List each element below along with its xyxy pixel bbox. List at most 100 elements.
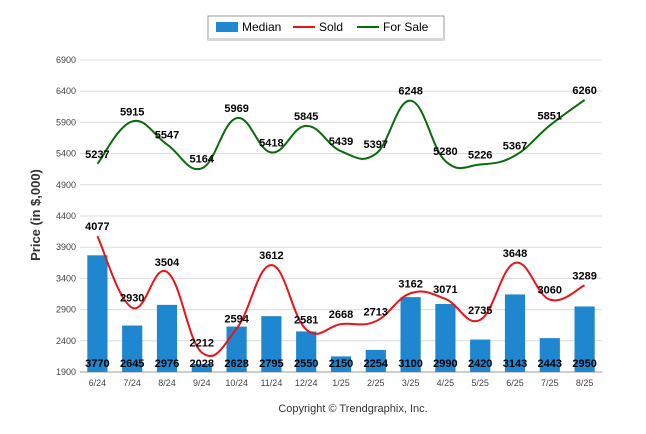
median-bar: [470, 339, 491, 372]
for-sale-value-label: 5547: [155, 129, 179, 141]
for-sale-value-label: 5851: [538, 110, 562, 122]
y-tick-label: 2900: [56, 305, 76, 315]
median-bar: [261, 316, 282, 372]
x-tick-label: 2/25: [367, 378, 385, 388]
y-axis-ticks: 1900 2400 2900 3400 3900 4400 4900 5400 5900 6400…: [56, 55, 76, 377]
sold-value-label: 3071: [433, 284, 457, 296]
y-tick-label: 6900: [56, 55, 76, 65]
x-tick-label: 7/25: [541, 378, 559, 388]
median-bar: [296, 331, 317, 372]
median-value-label: 2420: [468, 358, 492, 370]
median-value-label: 2976: [155, 358, 179, 370]
for-sale-value-label: 5226: [468, 149, 492, 161]
series-lines: [96, 99, 586, 358]
y-axis-label: Price (in $,000): [28, 169, 43, 261]
median-value-label: 3770: [85, 358, 109, 370]
sold-value-label: 3504: [155, 257, 180, 269]
for-sale-value-label: 5439: [329, 136, 353, 148]
legend-for-sale-label: For Sale: [383, 20, 429, 34]
y-tick-label: 6400: [56, 86, 76, 96]
median-value-label: 2443: [538, 358, 562, 370]
y-tick-label: 1900: [56, 367, 76, 377]
sold-value-label: 2581: [294, 315, 318, 327]
median-value-label: 3143: [503, 358, 527, 370]
y-tick-label: 5400: [56, 149, 76, 159]
legend-sold-label: Sold: [319, 20, 343, 34]
median-bar: [156, 304, 178, 372]
median-bar: [365, 349, 386, 372]
x-tick-label: 1/25: [332, 378, 350, 388]
median-bar: [400, 297, 421, 372]
copyright-credit: Copyright © Trendgraphix, Inc.: [278, 403, 427, 415]
sold-value-label: 2713: [364, 306, 388, 318]
median-bar: [539, 338, 560, 372]
median-bar: [504, 294, 526, 372]
x-tick-label: 12/24: [295, 378, 318, 388]
x-tick-label: 5/25: [471, 378, 489, 388]
for-sale-value-label: 5397: [364, 139, 388, 151]
sold-value-label: 2668: [329, 309, 353, 321]
median-value-label: 2795: [259, 358, 283, 370]
for-sale-value-label: 5164: [190, 153, 215, 165]
sold-value-label: 3162: [398, 278, 422, 290]
median-bars: [87, 255, 595, 372]
median-value-label: 2645: [120, 358, 144, 370]
legend: Median Sold For Sale: [207, 15, 445, 41]
y-tick-label: 3400: [56, 273, 76, 283]
for-sale-value-label: 5237: [85, 149, 109, 161]
for-sale-value-label: 5418: [259, 137, 283, 149]
data-labels: 4077 2930 3504 2212 2594 3612 2581 2668 2713 3162…: [85, 85, 597, 370]
median-value-label: 2150: [329, 358, 353, 370]
median-value-label: 2628: [224, 358, 248, 370]
y-tick-label: 5900: [56, 117, 76, 127]
sold-value-label: 3648: [503, 248, 527, 260]
sold-value-label: 2930: [120, 293, 144, 305]
for-sale-value-label: 6248: [398, 86, 422, 98]
median-value-label: 2950: [572, 358, 596, 370]
x-tick-label: 6/24: [89, 378, 107, 388]
median-bar: [330, 356, 352, 372]
x-tick-label: 9/24: [193, 378, 211, 388]
median-bar: [87, 255, 108, 372]
sold-value-label: 3060: [538, 285, 562, 297]
median-bar: [574, 306, 595, 372]
for-sale-value-label: 5280: [433, 146, 457, 158]
x-tick-label: 4/25: [437, 378, 455, 388]
legend-shadow: [208, 38, 444, 41]
y-tick-label: 4400: [56, 211, 76, 221]
sold-line: [96, 235, 586, 358]
sold-value-label: 2735: [468, 305, 492, 317]
x-tick-label: 10/24: [225, 378, 248, 388]
y-tick-label: 4900: [56, 180, 76, 190]
for-sale-value-label: 6260: [572, 85, 596, 97]
x-tick-label: 7/24: [123, 378, 141, 388]
median-value-label: 2254: [364, 358, 389, 370]
sold-value-label: 4077: [85, 221, 109, 233]
x-tick-label: 3/25: [402, 378, 420, 388]
legend-median-label: Median: [242, 20, 281, 34]
median-value-label: 2990: [433, 358, 457, 370]
median-bar: [226, 326, 247, 372]
for-sale-value-label: 5367: [503, 141, 527, 153]
y-tick-label: 3900: [56, 242, 76, 252]
median-bar: [122, 325, 143, 372]
for-sale-value-label: 5845: [294, 111, 318, 123]
median-value-label: 3100: [398, 358, 422, 370]
median-bar: [191, 364, 212, 372]
sold-value-label: 3612: [259, 250, 283, 262]
x-tick-label: 8/25: [576, 378, 594, 388]
median-bar: [435, 303, 456, 372]
for-sale-value-label: 5969: [224, 103, 248, 115]
x-tick-label: 8/24: [158, 378, 176, 388]
x-axis-ticks: 6/24 7/24 8/24 9/24 10/24 11/24 12/24 1/25 2/25 3…: [89, 378, 594, 388]
x-tick-label: 11/24: [260, 378, 282, 388]
legend-median-swatch: [216, 22, 238, 32]
median-value-label: 2028: [190, 358, 214, 370]
sold-value-label: 2594: [224, 314, 249, 326]
for-sale-value-label: 5915: [120, 106, 144, 118]
median-value-label: 2550: [294, 358, 318, 370]
legend-box: [207, 15, 445, 41]
sold-value-label: 2212: [190, 338, 214, 350]
x-tick-label: 6/25: [506, 378, 524, 388]
